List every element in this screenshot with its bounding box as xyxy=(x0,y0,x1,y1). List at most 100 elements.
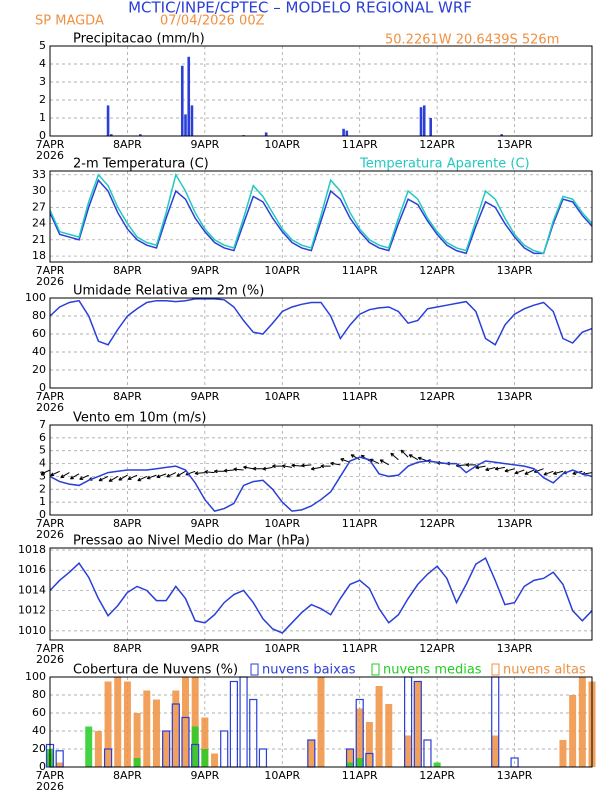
y-tick-label: 100 xyxy=(25,670,46,683)
bar xyxy=(569,695,577,767)
x-tick-label: 11APR xyxy=(342,264,378,277)
run-time: 07/04/2026 00Z xyxy=(160,14,265,29)
y-tick-label: 3 xyxy=(39,469,46,482)
wind-arrow xyxy=(350,454,360,461)
y-tick-label: 6 xyxy=(39,431,46,444)
y-tick-label: 21 xyxy=(32,233,46,246)
station: SP MAGDA xyxy=(35,14,104,29)
x-tick-label: 11APR xyxy=(342,517,378,530)
x-tick-label: 9APR xyxy=(190,138,219,151)
wind-arrow xyxy=(79,474,89,480)
chart-title: Cobertura de Nuvens (%) xyxy=(73,663,238,678)
y-tick-label: 3 xyxy=(39,75,46,88)
wind-arrow xyxy=(465,462,476,467)
wind-arrow xyxy=(494,466,505,471)
wind-arrow xyxy=(50,470,60,477)
bar xyxy=(106,105,110,136)
bar xyxy=(201,749,209,767)
x-tick-label: 10APR xyxy=(264,264,300,277)
wind-arrow xyxy=(108,475,119,482)
x-year-label: 2026 xyxy=(36,780,64,792)
x-tick-label: 10APR xyxy=(264,138,300,151)
bar xyxy=(419,107,423,136)
legend-label: nuvens baixas xyxy=(262,663,356,678)
bar xyxy=(422,105,426,136)
wind-arrow xyxy=(204,469,215,474)
wind-arrow xyxy=(243,465,254,470)
series-line xyxy=(49,178,593,255)
y-tick-label: 5 xyxy=(39,444,46,457)
x-tick-label: 13APR xyxy=(497,264,533,277)
bar xyxy=(356,758,364,767)
bar xyxy=(184,114,187,136)
bar xyxy=(104,681,112,767)
x-tick-label: 8APR xyxy=(113,390,142,403)
wind-arrow xyxy=(281,464,293,469)
y-tick-label: 40 xyxy=(32,724,46,737)
x-tick-label: 12APR xyxy=(419,264,455,277)
bar xyxy=(491,735,499,767)
wind-arrow xyxy=(252,466,263,471)
y-tick-label: 20 xyxy=(32,742,46,755)
legend-label: nuvens altas xyxy=(503,663,586,678)
bar xyxy=(152,699,160,767)
wind-arrow xyxy=(60,472,70,479)
bar xyxy=(346,749,354,767)
chart-title: Precipitacao (mm/h) xyxy=(73,32,205,47)
plot-frame xyxy=(49,424,593,516)
wind-arrow xyxy=(291,463,302,468)
y-tick-label: 80 xyxy=(32,688,46,701)
x-tick-label: 8APR xyxy=(113,264,142,277)
legend-label: nuvens medias xyxy=(383,663,482,678)
y-tick-label: 20 xyxy=(32,363,46,376)
x-year-label: 2026 xyxy=(36,275,64,288)
y-tick-label: 1018 xyxy=(18,543,46,556)
x-tick-label: 8APR xyxy=(113,769,142,782)
y-tick-label: 1014 xyxy=(18,583,46,596)
bar xyxy=(162,731,170,767)
wind-arrow xyxy=(543,470,554,476)
series-line xyxy=(49,456,593,512)
x-tick-label: 13APR xyxy=(497,138,533,151)
y-tick-label: 100 xyxy=(25,291,46,304)
bar xyxy=(211,753,219,767)
bar xyxy=(172,690,180,767)
x-tick-label: 10APR xyxy=(264,642,300,655)
y-tick-label: 7 xyxy=(39,418,46,431)
bar xyxy=(85,726,93,767)
x-tick-label: 7APR xyxy=(36,390,65,403)
bar xyxy=(109,134,113,136)
x-tick-label: 11APR xyxy=(342,769,378,782)
y-tick-label: 30 xyxy=(32,184,46,197)
wind-arrow xyxy=(301,463,312,468)
bar xyxy=(191,726,199,767)
wind-arrow xyxy=(127,474,138,480)
wind-arrow xyxy=(379,459,390,466)
bar xyxy=(123,681,131,767)
x-tick-label: 7APR xyxy=(36,642,65,655)
plot-frame xyxy=(49,170,593,263)
legend-swatch xyxy=(371,663,380,676)
wind-arrow xyxy=(98,475,109,482)
y-tick-label: 4 xyxy=(39,457,46,470)
x-year-label: 2026 xyxy=(36,401,64,414)
wind-arrow xyxy=(40,469,51,475)
x-tick-label: 8APR xyxy=(113,138,142,151)
chart-title: Umidade Relativa em 2m (%) xyxy=(73,284,264,299)
x-tick-label: 7APR xyxy=(36,138,65,151)
bar xyxy=(433,762,441,767)
y-tick-label: 18 xyxy=(32,249,46,262)
bar xyxy=(385,704,393,767)
wind-arrow xyxy=(166,472,177,478)
bar xyxy=(182,677,189,767)
wind-arrow xyxy=(390,452,399,461)
x-tick-label: 9APR xyxy=(190,390,219,403)
y-tick-label: 60 xyxy=(32,706,46,719)
x-tick-label: 12APR xyxy=(419,517,455,530)
wind-arrow xyxy=(223,468,234,473)
bar xyxy=(317,677,325,767)
x-tick-label: 13APR xyxy=(497,517,533,530)
bar xyxy=(190,105,194,136)
chart-title: Pressao ao Nivel Medio do Mar (hPa) xyxy=(73,534,310,549)
